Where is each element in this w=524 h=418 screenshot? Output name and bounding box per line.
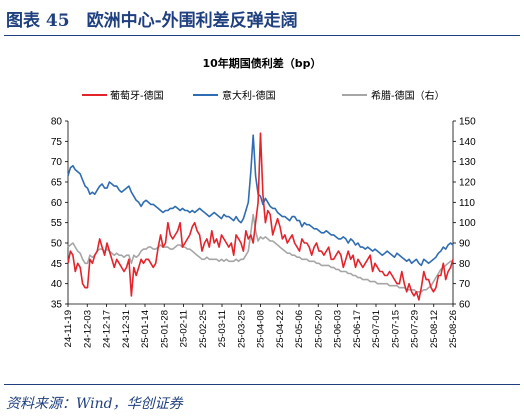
x-tick-label: 25-08-26	[448, 310, 459, 348]
x-tick-label: 25-08-12	[429, 310, 440, 348]
series-line-portugal	[67, 132, 454, 301]
left-tick-label: 65	[51, 178, 63, 189]
x-tick-label: 25-01-28	[159, 310, 170, 348]
x-tick-label: 25-07-15	[390, 310, 401, 348]
legend-label-italy: 意大利-德国	[222, 89, 276, 102]
left-tick-label: 45	[51, 259, 63, 270]
x-tick-label: 25-03-11	[217, 310, 228, 347]
x-tick-label: 25-04-22	[275, 310, 286, 348]
x-tick-label: 25-05-06	[294, 310, 305, 348]
right-tick-label: 130	[459, 157, 476, 168]
right-tick-label: 70	[459, 279, 471, 290]
right-tick-label: 60	[459, 300, 471, 311]
series-lines	[67, 132, 454, 301]
right-tick-label: 110	[459, 198, 475, 209]
left-tick-label: 55	[51, 218, 63, 229]
right-tick-label: 150	[459, 117, 476, 128]
left-tick-label: 40	[51, 279, 63, 290]
right-tick-label: 90	[459, 239, 471, 250]
x-tick-label: 25-04-08	[256, 310, 267, 348]
legend-label-greece: 希腊-德国（右）	[371, 89, 445, 102]
left-tick-label: 80	[51, 117, 63, 128]
x-tick-label: 25-02-11	[179, 310, 190, 347]
right-tick-label: 80	[459, 259, 471, 270]
axes: 35 40 45 50 55 60 65 70 75 80 60 70 80 90 100 110 120 130…	[51, 117, 476, 349]
right-tick-label: 120	[459, 178, 476, 189]
right-tick-label: 140	[459, 137, 476, 148]
x-tick-label: 25-07-01	[371, 310, 382, 348]
x-tick-label: 25-06-17	[352, 310, 363, 348]
source-note: 资料来源：Wind，华创证券	[6, 396, 183, 412]
x-tick-label: 25-06-03	[333, 310, 344, 348]
figure-title: 图表 45 欧洲中心-外围利差反弹走阔	[6, 11, 298, 31]
x-tick-label: 25-01-14	[140, 310, 151, 348]
x-tick-label: 25-03-25	[236, 310, 247, 348]
x-tick-label: 24-12-31	[121, 310, 132, 348]
x-tick-label: 25-05-20	[313, 310, 324, 348]
legend-label-portugal: 葡萄牙-德国	[110, 89, 164, 102]
title-divider	[4, 35, 520, 36]
x-tick-label: 24-12-03	[82, 310, 93, 348]
left-tick-label: 35	[51, 300, 63, 311]
series-line-greece	[67, 213, 453, 293]
right-tick-label: 100	[459, 218, 476, 229]
x-tick-label: 25-07-29	[410, 310, 421, 348]
x-tick-label: 25-02-25	[198, 310, 209, 348]
x-tick-label: 24-11-19	[63, 310, 74, 347]
series-line-italy	[67, 134, 454, 267]
x-tick-label: 24-12-17	[102, 310, 113, 348]
left-tick-label: 75	[51, 137, 63, 148]
left-tick-label: 50	[51, 239, 63, 250]
left-tick-label: 70	[51, 157, 63, 168]
legend: 葡萄牙-德国 意大利-德国 希腊-德国（右）	[82, 89, 445, 102]
chart-title: 10年期国债利差（bp）	[202, 56, 321, 70]
left-tick-label: 60	[51, 198, 63, 209]
source-divider	[4, 384, 520, 385]
